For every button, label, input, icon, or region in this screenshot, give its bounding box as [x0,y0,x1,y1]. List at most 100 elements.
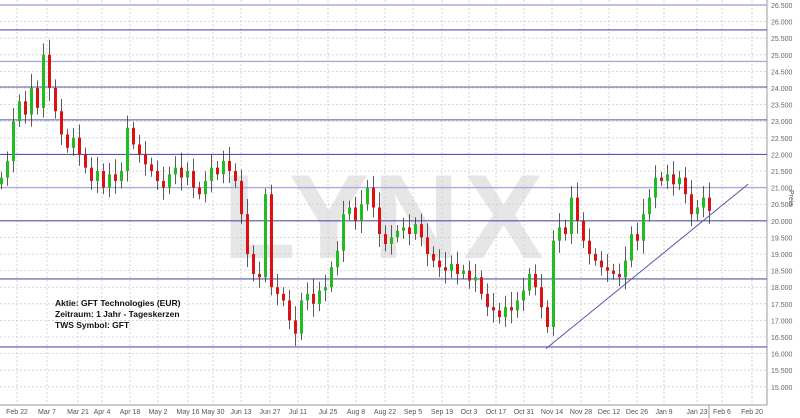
y-tick-label: 24.000 [771,86,793,93]
candle-body [324,287,327,291]
info-period: Zeitraum: 1 Jahr - Tageskerzen [55,309,180,319]
candle-body [648,197,651,215]
candle-body [258,273,261,278]
candle-body [216,167,219,175]
info-stock: Aktie: GFT Technologies (EUR) [55,298,181,308]
candle-body [6,161,9,178]
y-tick-label: 25.500 [771,36,793,43]
candle-body [330,267,333,288]
y-tick-label: 26.000 [771,20,793,27]
y-tick-label: 16.500 [771,335,793,342]
x-tick-label: Apr 4 [94,409,111,416]
candle-body [378,207,381,235]
candle-body [54,88,57,112]
candle-body [396,230,399,238]
y-tick-label: 16.000 [771,352,793,359]
x-tick-label: Apr 18 [120,409,141,416]
candle-body [480,277,483,294]
candle-body [108,174,111,188]
candle-body [528,273,531,291]
candle-body [678,177,681,185]
candle-body [282,293,285,301]
candle-body [78,137,81,155]
candle-body [24,101,27,115]
candle-body [360,204,363,221]
candle-body [492,307,495,311]
info-box: Aktie: GFT Technologies (EUR) Zeitraum: … [55,298,180,331]
x-tick-label: Feb 20 [741,409,763,416]
candle-body [372,187,375,208]
candle-body [390,237,393,245]
candle-body [456,263,459,274]
candle-body [60,111,63,135]
x-tick-label: Jul 25 [319,409,338,416]
candle-body [84,154,87,168]
x-tick-label: Jan 23 [686,409,707,416]
x-tick-label: Dec 26 [626,409,648,416]
y-tick-label: 25.000 [771,53,793,60]
candle-body [570,197,573,235]
candle-body [642,214,645,241]
candle-body [534,273,537,288]
candle-body [132,127,135,145]
x-tick-label: Oct 31 [514,409,535,416]
y-tick-label: 24.500 [771,69,793,76]
candle-body [576,197,579,221]
x-tick-label: Aug 8 [347,409,365,416]
candle-body [366,187,369,205]
candle-body [504,307,507,318]
y-tick-label: 21.000 [771,186,793,193]
candle-body [540,287,543,308]
x-tick-label: Nov 14 [541,409,563,416]
x-tick-label: Mar 7 [38,409,56,416]
candle-body [696,207,699,215]
candle-body [426,237,429,254]
x-tick-label: Nov 28 [570,409,592,416]
candle-body [204,180,207,195]
candle-body [336,250,339,268]
y-tick-label: 18.000 [771,285,793,292]
candle-body [516,300,519,311]
candle-body [498,310,501,318]
candle-body [474,277,477,281]
candle-body [402,227,405,231]
x-tick-label: Mar 21 [67,409,89,416]
candle-body [144,154,147,165]
candle-body [186,171,189,178]
candle-body [48,54,51,88]
candle-body [666,174,669,181]
candle-body [222,161,225,175]
x-tick-label: May 2 [148,409,167,416]
candle-body [318,290,321,304]
x-tick-label: Jun 13 [230,409,251,416]
candle-body [210,167,213,181]
x-tick-label: Jul 11 [289,409,307,416]
candle-body [30,88,33,115]
y-tick-label: 19.000 [771,252,793,259]
y-tick-label: 20.000 [771,219,793,226]
candle-body [624,260,627,278]
x-tick-label: Feb 22 [6,409,28,416]
candle-body [240,180,243,215]
candle-body [408,227,411,235]
candle-body [18,101,21,122]
candle-body [468,270,471,281]
candle-body [594,254,597,261]
candle-body [612,270,615,274]
y-tick-label: 17.500 [771,302,793,309]
candle-body [486,293,489,308]
candle-body [684,177,687,195]
candle-body [552,240,555,328]
candle-body [120,171,123,181]
candle-body [342,214,345,251]
candle-body [306,293,309,301]
candle-body [264,194,267,278]
candle-body [660,177,663,181]
x-tick-label: Jun 27 [259,409,280,416]
watermark-logo: LYNX [222,150,547,284]
candle-body [288,300,291,321]
y-tick-label: 22.500 [771,136,793,143]
x-tick-label: Oct 3 [461,409,478,416]
candle-body [300,300,303,334]
candle-body [384,234,387,245]
